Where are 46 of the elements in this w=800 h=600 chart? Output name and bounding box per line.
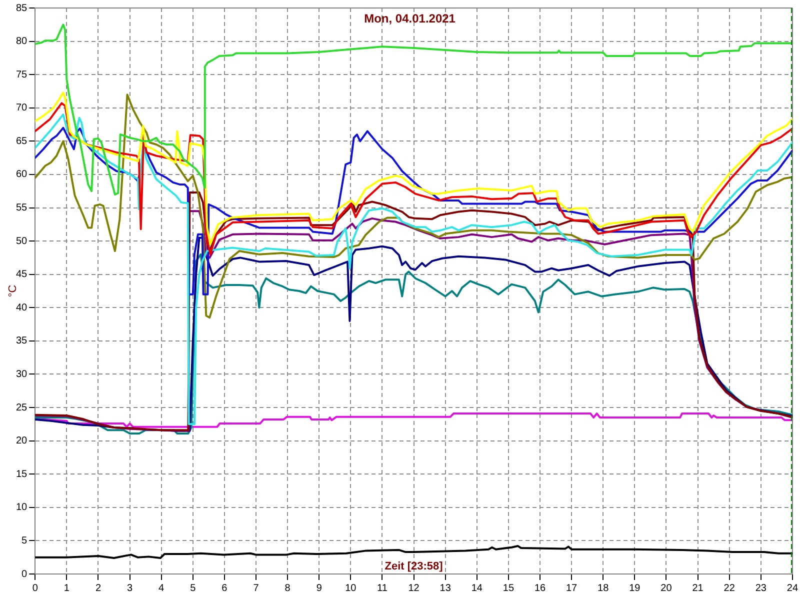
y-tick-label: 65 xyxy=(16,136,28,147)
y-tick-label: 10 xyxy=(16,502,28,514)
y-tick-label: 35 xyxy=(16,336,28,347)
x-tick-label: 7 xyxy=(253,582,260,594)
x-tick-label: 4 xyxy=(158,582,165,594)
x-tick-label: 16 xyxy=(534,582,546,594)
x-tick-label: 12 xyxy=(408,582,420,594)
y-axis-title: °C xyxy=(7,284,20,298)
y-tick-label: 25 xyxy=(16,402,28,414)
x-tick-label: 10 xyxy=(345,582,357,594)
x-tick-label: 18 xyxy=(598,582,610,594)
y-tick-label: 80 xyxy=(16,36,28,48)
y-tick-label: 45 xyxy=(16,269,28,280)
x-tick-label: 15 xyxy=(502,582,514,594)
x-tick-label: 22 xyxy=(724,582,736,594)
y-tick-label: 70 xyxy=(16,102,28,114)
x-tick-label: 0 xyxy=(32,582,38,594)
y-tick-label: 75 xyxy=(16,69,28,80)
x-tick-label: 24 xyxy=(786,582,798,594)
x-axis-title: Zeit [23:58] xyxy=(384,560,444,573)
x-tick-label: 2 xyxy=(95,582,102,594)
y-tick-label: 60 xyxy=(16,169,28,180)
x-tick-label: 11 xyxy=(377,582,388,594)
x-tick-label: 17 xyxy=(566,582,578,594)
y-tick-label: 30 xyxy=(16,368,28,380)
x-tick-label: 9 xyxy=(316,582,322,594)
x-tick-label: 20 xyxy=(660,582,672,594)
y-tick-label: 20 xyxy=(16,436,28,447)
x-tick-label: 1 xyxy=(64,582,70,594)
y-tick-label: 55 xyxy=(16,202,28,214)
y-tick-label: 50 xyxy=(16,236,28,247)
y-tick-label: 15 xyxy=(16,468,28,480)
x-tick-label: 13 xyxy=(440,582,452,594)
x-tick-label: 5 xyxy=(190,582,196,594)
x-tick-label: 21 xyxy=(692,582,704,594)
y-tick-label: 85 xyxy=(16,2,28,14)
x-tick-label: 8 xyxy=(284,582,291,594)
x-tick-label: 19 xyxy=(629,582,641,594)
x-tick-label: 3 xyxy=(127,582,134,594)
x-tick-label: 6 xyxy=(222,582,228,594)
y-tick-label: 0 xyxy=(22,568,28,580)
y-tick-label: 40 xyxy=(16,302,28,314)
x-tick-label: 14 xyxy=(471,582,483,594)
x-tick-label: 23 xyxy=(755,582,767,594)
chart-title: Mon, 04.01.2021 xyxy=(364,11,456,26)
y-tick-label: 5 xyxy=(22,535,28,546)
